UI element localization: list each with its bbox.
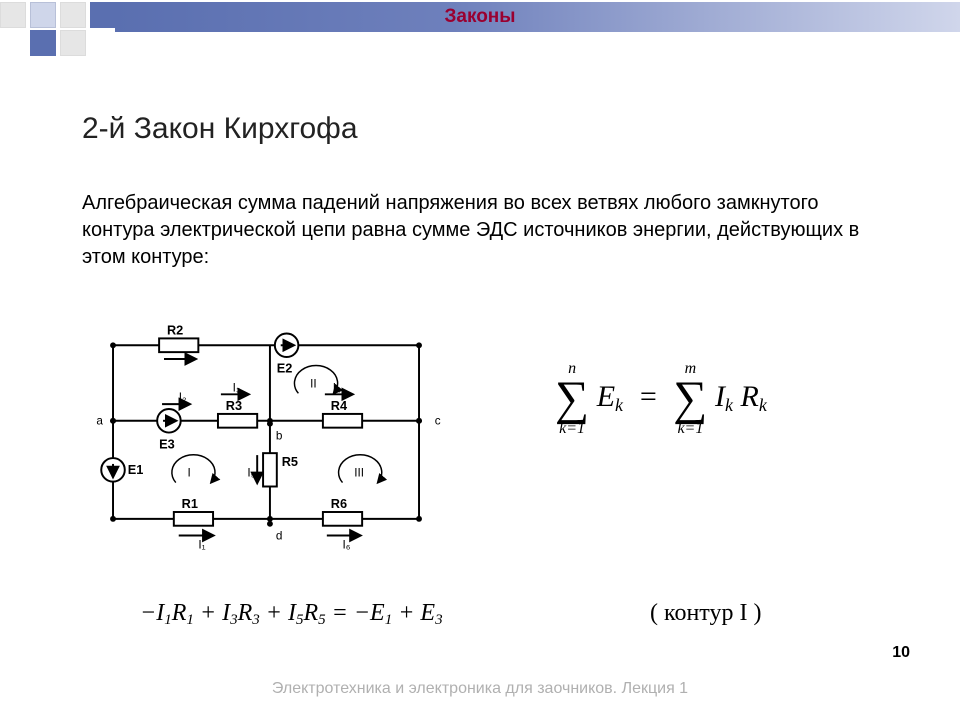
svg-text:I₅: I₅ xyxy=(247,467,255,480)
sum-sub: k xyxy=(725,395,733,415)
svg-text:R3: R3 xyxy=(226,398,242,413)
paren: ) xyxy=(753,600,761,626)
svg-text:b: b xyxy=(276,429,283,442)
sum-var: I xyxy=(715,380,725,413)
svg-text:I: I xyxy=(188,467,191,480)
circuit-diagram: abcdR1R2R3R4R5R6E1E2E3I₁I₂I₃I₄I₅I₆IIIIII xyxy=(82,308,452,563)
svg-text:R1: R1 xyxy=(182,496,198,511)
contour-label: ( контур I ) xyxy=(650,600,761,627)
formula-example: −I1R1 + I3R3 + I5R5 = −E1 + E3 xyxy=(140,600,443,629)
slide-title: 2-й Закон Кирхгофа xyxy=(82,112,358,146)
svg-text:I₆: I₆ xyxy=(343,538,351,551)
svg-text:I₃: I₃ xyxy=(233,381,241,394)
sum-lower: k=1 xyxy=(673,420,707,438)
page-number: 10 xyxy=(892,644,910,662)
svg-text:III: III xyxy=(354,467,364,480)
paren: ( xyxy=(650,600,658,626)
equals: = xyxy=(332,600,354,626)
slide-body-text: Алгебраическая сумма падений напряжения … xyxy=(82,190,882,271)
sum-var: E xyxy=(597,380,615,413)
header-title: Законы xyxy=(0,6,960,28)
sum-sub: k xyxy=(615,395,623,415)
svg-text:E1: E1 xyxy=(128,462,144,477)
svg-text:E2: E2 xyxy=(277,361,293,376)
svg-text:R2: R2 xyxy=(167,322,183,337)
decor-square xyxy=(60,30,86,56)
svg-text:E3: E3 xyxy=(159,436,175,451)
sum-sub: k xyxy=(759,395,767,415)
contour-text: контур I xyxy=(664,600,747,626)
svg-text:I₁: I₁ xyxy=(198,538,205,551)
svg-text:R4: R4 xyxy=(331,398,348,413)
formula-summation: n ∑ k=1 Ek = m ∑ k=1 Ik Rk xyxy=(555,360,767,438)
svg-text:a: a xyxy=(96,415,103,428)
svg-text:R6: R6 xyxy=(331,496,347,511)
slide-header: Законы xyxy=(0,0,960,34)
svg-text:I₂: I₂ xyxy=(179,391,187,404)
sum-var: R xyxy=(741,380,759,413)
svg-text:d: d xyxy=(276,529,283,542)
svg-text:c: c xyxy=(435,415,441,428)
svg-text:II: II xyxy=(310,377,317,390)
footer-text: Электротехника и электроника для заочник… xyxy=(0,680,960,698)
equals: = xyxy=(638,380,658,413)
decor-square xyxy=(30,30,56,56)
sum-lower: k=1 xyxy=(555,420,589,438)
svg-text:R5: R5 xyxy=(282,454,298,469)
